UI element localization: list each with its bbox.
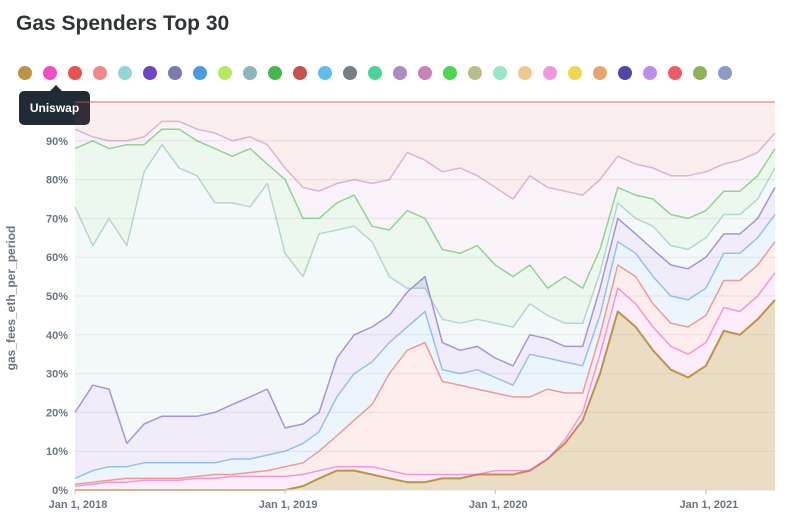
series-area-8 xyxy=(75,121,775,289)
series-area-6 xyxy=(75,144,775,444)
y-tick-label: 20% xyxy=(46,407,68,419)
legend-dot-6[interactable] xyxy=(143,66,157,80)
series-line-7[interactable] xyxy=(74,128,776,289)
legend-dot-19[interactable] xyxy=(468,66,482,80)
series-area-5 xyxy=(75,187,775,479)
legend-dot-13[interactable] xyxy=(318,66,332,80)
series-line-2[interactable] xyxy=(74,272,776,487)
series-area-1 xyxy=(75,299,775,490)
legend-dot-28[interactable] xyxy=(693,66,707,80)
series-area-9 xyxy=(75,102,775,199)
legend-dot-25[interactable] xyxy=(618,66,632,80)
legend-dot-26[interactable] xyxy=(643,66,657,80)
legend-dot-8[interactable] xyxy=(193,66,207,80)
y-tick-label: 30% xyxy=(46,369,68,381)
legend-dot-3[interactable] xyxy=(68,66,82,80)
y-tick-label: 70% xyxy=(46,213,68,225)
y-tick-label: 80% xyxy=(46,175,68,187)
page-title: Gas Spenders Top 30 xyxy=(16,12,230,35)
legend-dot-4[interactable] xyxy=(93,66,107,80)
legend-dot-27[interactable] xyxy=(668,66,682,80)
legend-dot-2[interactable] xyxy=(43,66,57,80)
legend-dot-23[interactable] xyxy=(568,66,582,80)
legend-dot-15[interactable] xyxy=(368,66,382,80)
series-line-4[interactable] xyxy=(74,214,776,480)
legend-dot-7[interactable] xyxy=(168,66,182,80)
legend-tooltip: Uniswap xyxy=(19,85,90,125)
y-tick-label: 50% xyxy=(46,291,68,303)
x-tick-label: Jan 1, 2021 xyxy=(680,499,739,511)
legend-dot-20[interactable] xyxy=(493,66,507,80)
y-tick-label: 40% xyxy=(46,330,68,342)
y-tick-label: 60% xyxy=(46,252,68,264)
legend-dot-9[interactable] xyxy=(218,66,232,80)
y-tick-label: 90% xyxy=(46,136,68,148)
x-tick-label: Jan 1, 2018 xyxy=(49,499,108,511)
y-tick-label: 0% xyxy=(52,485,68,497)
legend-dot-29[interactable] xyxy=(718,66,732,80)
legend-dot-22[interactable] xyxy=(543,66,557,80)
legend-dot-14[interactable] xyxy=(343,66,357,80)
y-tick-label: 10% xyxy=(46,446,68,458)
series-line-5[interactable] xyxy=(74,187,776,445)
legend-dot-17[interactable] xyxy=(418,66,432,80)
legend-dot-1[interactable] xyxy=(18,66,32,80)
tooltip-label: Uniswap xyxy=(29,101,80,115)
legend-dot-5[interactable] xyxy=(118,66,132,80)
legend-dot-12[interactable] xyxy=(293,66,307,80)
x-tick-label: Jan 1, 2019 xyxy=(259,499,318,511)
series-line-8[interactable] xyxy=(74,120,776,200)
legend xyxy=(18,66,743,84)
tooltip-arrow xyxy=(50,85,62,91)
legend-dot-11[interactable] xyxy=(268,66,282,80)
legend-dot-18[interactable] xyxy=(443,66,457,80)
series-area-7 xyxy=(75,129,775,327)
legend-dot-16[interactable] xyxy=(393,66,407,80)
legend-dot-24[interactable] xyxy=(593,66,607,80)
series-line-3[interactable] xyxy=(74,241,776,485)
x-tick-label: Jan 1, 2020 xyxy=(469,499,528,511)
series-line-6[interactable] xyxy=(74,143,776,328)
legend-dot-10[interactable] xyxy=(243,66,257,80)
series-area-3 xyxy=(75,241,775,487)
areas xyxy=(75,102,775,490)
legend-dot-21[interactable] xyxy=(518,66,532,80)
